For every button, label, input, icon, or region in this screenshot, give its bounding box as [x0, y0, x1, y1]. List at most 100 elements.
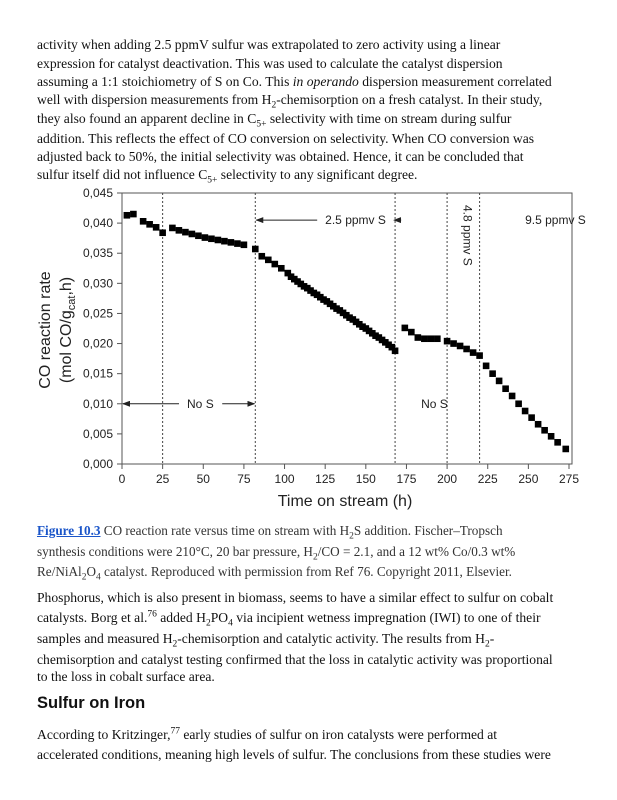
data-point [123, 211, 131, 219]
text[interactable]: selectivity with time on stream during s… [266, 111, 512, 126]
text[interactable]: expression for catalyst deactivation. Th… [37, 56, 503, 71]
x-tick-label: 275 [559, 472, 579, 486]
data-point [414, 334, 422, 341]
subscript: 2 [81, 572, 87, 583]
data-point [264, 256, 272, 264]
data-point [227, 239, 235, 246]
data-point [408, 328, 415, 336]
text[interactable]: adjusted back to 50%, the initial select… [37, 149, 524, 164]
text[interactable]: activity when adding 2.5 ppmV sulfur was… [37, 37, 501, 52]
text[interactable]: to the loss in cobalt surface area. [37, 669, 215, 684]
paragraph2-line: catalysts. Borg et al.76 added H2PO4 via… [37, 609, 541, 629]
data-point [547, 432, 555, 440]
data-point [469, 349, 477, 356]
x-tick-label: 175 [396, 472, 416, 486]
text[interactable]: assuming a 1:1 stoichiometry of S on Co.… [37, 74, 293, 89]
data-point [388, 343, 396, 351]
text[interactable]: added H [156, 610, 206, 625]
text[interactable]: chemisorption and catalyst testing confi… [37, 652, 553, 667]
x-tick-label: 150 [356, 472, 376, 486]
text[interactable]: - [489, 631, 495, 646]
text[interactable]: dispersion measurement correlated [358, 74, 552, 89]
subscript: 5+ [207, 175, 218, 186]
caption-line: Figure 10.3 CO reaction rate versus time… [37, 522, 503, 541]
text[interactable]: S addition. Fischer–Tropsch [353, 523, 503, 538]
text[interactable]: early studies of sulfur on iron catalyst… [179, 727, 498, 742]
y-axis-label: CO reaction rate [37, 271, 54, 388]
data-point [195, 232, 202, 240]
paragraph1-line: addition. This reflects the effect of CO… [37, 130, 534, 148]
text[interactable]: -chemisorption on a fresh catalyst. In t… [276, 92, 543, 107]
x-tick-label: 100 [275, 472, 295, 486]
text[interactable]: According to Kritzinger, [37, 727, 171, 742]
text[interactable]: via incipient wetness impregnation (IWI)… [232, 610, 541, 625]
data-point [251, 245, 259, 253]
text[interactable]: CO reaction rate versus time on stream w… [100, 523, 350, 538]
data-point [214, 236, 222, 244]
figure-link[interactable]: Figure 10.3 [37, 523, 101, 538]
x-tick-label: 125 [315, 472, 335, 486]
data-point [443, 337, 451, 345]
data-point [284, 269, 292, 277]
y-tick-label: 0,030 [83, 276, 113, 290]
text[interactable]: catalyst. Reproduced with permission fro… [100, 564, 512, 579]
units-text: ,h) [58, 277, 75, 296]
text[interactable]: accelerated conditions, meaning high lev… [37, 747, 551, 762]
y-tick-label: 0,020 [83, 337, 113, 351]
data-point [521, 407, 529, 415]
text[interactable]: catalysts. Borg et al. [37, 610, 148, 625]
paragraph1-line: expression for catalyst deactivation. Th… [37, 55, 503, 73]
text[interactable]: sulfur itself did not influence C [37, 167, 208, 182]
data-point [508, 392, 516, 400]
paragraph1-line: adjusted back to 50%, the initial select… [37, 148, 524, 166]
y-axis-units: (mol CO/gcat,h) [58, 277, 78, 383]
data-point [208, 235, 215, 243]
text[interactable]: /CO = 2.1, and a 12 wt% Co/0.3 wt% [317, 544, 516, 559]
paragraph3-line: According to Kritzinger,77 early studies… [37, 726, 497, 744]
data-point [434, 335, 441, 343]
text[interactable]: samples and measured H [37, 631, 173, 646]
text[interactable]: selectivity to any significant degree. [217, 167, 418, 182]
data-point [277, 264, 285, 272]
y-tick-label: 0,000 [83, 457, 113, 471]
x-tick-label: 75 [237, 472, 251, 486]
paragraph2-line: chemisorption and catalyst testing confi… [37, 651, 553, 669]
x-tick-label: 250 [518, 472, 538, 486]
data-point [139, 218, 147, 225]
x-tick-label: 50 [197, 472, 211, 486]
data-point [562, 445, 570, 453]
y-tick-label: 0,025 [83, 306, 113, 320]
x-tick-label: 200 [437, 472, 457, 486]
text[interactable]: addition. This reflects the effect of CO… [37, 131, 535, 146]
data-point [456, 342, 464, 350]
x-axis-label: Time on stream (h) [278, 493, 413, 510]
reference-superscript: 77 [170, 726, 180, 737]
text[interactable]: synthesis conditions were 210°C, 20 bar … [37, 544, 313, 559]
y-tick-label: 0,045 [83, 186, 113, 200]
text[interactable]: Re/NiAl [37, 564, 82, 579]
caption-line: synthesis conditions were 210°C, 20 bar … [37, 543, 516, 563]
paragraph2-line: to the loss in cobalt surface area. [37, 668, 215, 686]
text[interactable]: -chemisorption and catalytic activity. T… [177, 631, 485, 646]
data-point [152, 224, 160, 231]
text[interactable]: Phosphorus, which is also present in bio… [37, 590, 554, 605]
italic-text: in operando [292, 74, 359, 89]
text[interactable]: they also found an apparent decline in C [37, 111, 257, 126]
text[interactable]: PO [210, 610, 229, 625]
subscript: 4 [95, 572, 101, 583]
paragraph1-line: assuming a 1:1 stoichiometry of S on Co.… [37, 73, 552, 91]
subscript: 2 [205, 618, 211, 629]
co-reaction-rate-chart: 0 25 50 75 100 125 150 175 200 225 250 275 0,000 0,00… [37, 186, 586, 510]
text[interactable]: well with dispersion measurements from H [37, 92, 272, 107]
subscript: 2 [312, 552, 318, 563]
text[interactable]: O [86, 564, 96, 579]
data-point [482, 362, 490, 370]
reference-superscript: 76 [147, 609, 157, 620]
data-point [130, 210, 137, 218]
paragraph1-line: sulfur itself did not influence C5+ sele… [37, 166, 418, 186]
y-tick-label: 0,005 [83, 427, 113, 441]
annotation-label: 4.8 ppmv S [460, 205, 474, 266]
data-point [541, 426, 548, 434]
y-tick-label: 0,010 [83, 397, 113, 411]
data-point [146, 221, 153, 228]
